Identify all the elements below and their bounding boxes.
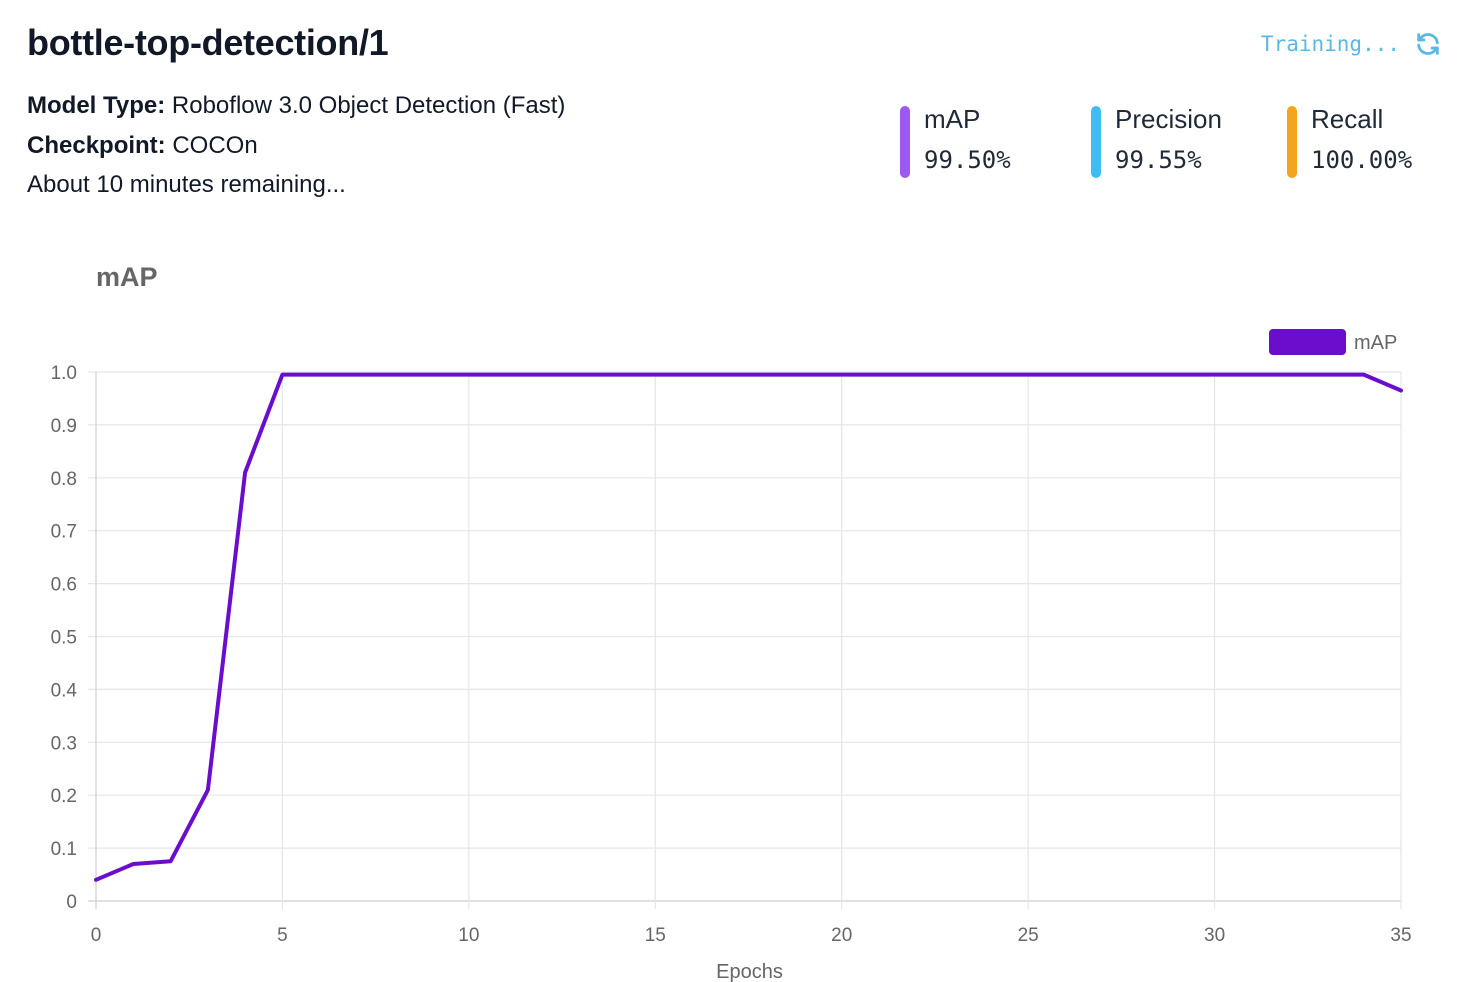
y-tick-label: 0.8 bbox=[51, 469, 77, 490]
time-remaining: About 10 minutes remaining... bbox=[27, 171, 346, 198]
chart-legend[interactable]: mAP bbox=[1269, 329, 1397, 355]
metric-recall-label: Recall bbox=[1311, 104, 1384, 134]
x-tick-label: 5 bbox=[277, 925, 288, 946]
y-tick-label: 0.4 bbox=[51, 680, 78, 701]
metric-precision-value: 99.55% bbox=[1115, 146, 1202, 174]
page-title: bottle-top-detection/1 bbox=[27, 22, 389, 63]
x-tick-label: 15 bbox=[645, 925, 666, 946]
y-tick-label: 0.5 bbox=[51, 628, 77, 649]
metric-map-value: 99.50% bbox=[924, 146, 1011, 174]
y-tick-label: 0.9 bbox=[51, 416, 77, 437]
metric-map-color-bar bbox=[900, 106, 910, 178]
series-line-map bbox=[94, 372, 1403, 882]
model-type-row: Model Type: Roboflow 3.0 Object Detectio… bbox=[27, 86, 565, 126]
y-tick-label: 1.0 bbox=[51, 363, 77, 384]
metrics-summary: mAP 99.50% Precision 99.55% Recall 100.0… bbox=[0, 104, 1466, 180]
metric-recall-color-bar bbox=[1287, 106, 1297, 178]
training-status: Training... bbox=[1261, 30, 1442, 58]
legend-label: mAP bbox=[1354, 332, 1397, 354]
checkpoint-row: Checkpoint: COCOn bbox=[27, 126, 565, 166]
chart-grid bbox=[88, 371, 1402, 909]
y-tick-label: 0.3 bbox=[51, 733, 77, 754]
x-tick-label: 35 bbox=[1390, 925, 1411, 946]
x-tick-label: 20 bbox=[831, 925, 852, 946]
metric-map-label: mAP bbox=[924, 104, 981, 134]
chart-ticks: 0 0.1 0.2 0.3 0.4 0.5 0.6 0.7 0.8 0.9 1.0 0 5 10 15 20 2… bbox=[51, 363, 1412, 946]
x-axis-title: Epochs bbox=[716, 961, 783, 982]
legend-swatch bbox=[1269, 329, 1346, 355]
refresh-icon[interactable] bbox=[1414, 30, 1442, 58]
y-tick-label: 0.7 bbox=[51, 522, 77, 543]
chart-title: mAP bbox=[96, 262, 158, 292]
y-tick-label: 0.6 bbox=[51, 575, 77, 596]
metric-recall-value: 100.00% bbox=[1311, 146, 1413, 174]
chart-series bbox=[94, 372, 1403, 882]
y-tick-label: 0.2 bbox=[51, 786, 77, 807]
y-tick-label: 0.1 bbox=[51, 839, 77, 860]
checkpoint-key: Checkpoint: bbox=[27, 131, 166, 159]
metric-precision-label: Precision bbox=[1115, 104, 1222, 134]
metric-precision-color-bar bbox=[1091, 106, 1101, 178]
x-tick-label: 10 bbox=[458, 925, 479, 946]
legend-item[interactable]: mAP bbox=[1269, 329, 1397, 355]
x-tick-label: 25 bbox=[1018, 925, 1039, 946]
model-meta: Model Type: Roboflow 3.0 Object Detectio… bbox=[27, 86, 565, 205]
y-tick-label: 0 bbox=[66, 892, 77, 913]
model-type-key: Model Type: bbox=[27, 92, 166, 119]
training-status-text: Training... bbox=[1260, 32, 1400, 56]
model-type-value: Roboflow 3.0 Object Detection (Fast) bbox=[171, 92, 566, 119]
checkpoint-value: COCOn bbox=[172, 131, 258, 159]
x-tick-label: 0 bbox=[91, 925, 102, 946]
x-tick-label: 30 bbox=[1204, 925, 1225, 946]
